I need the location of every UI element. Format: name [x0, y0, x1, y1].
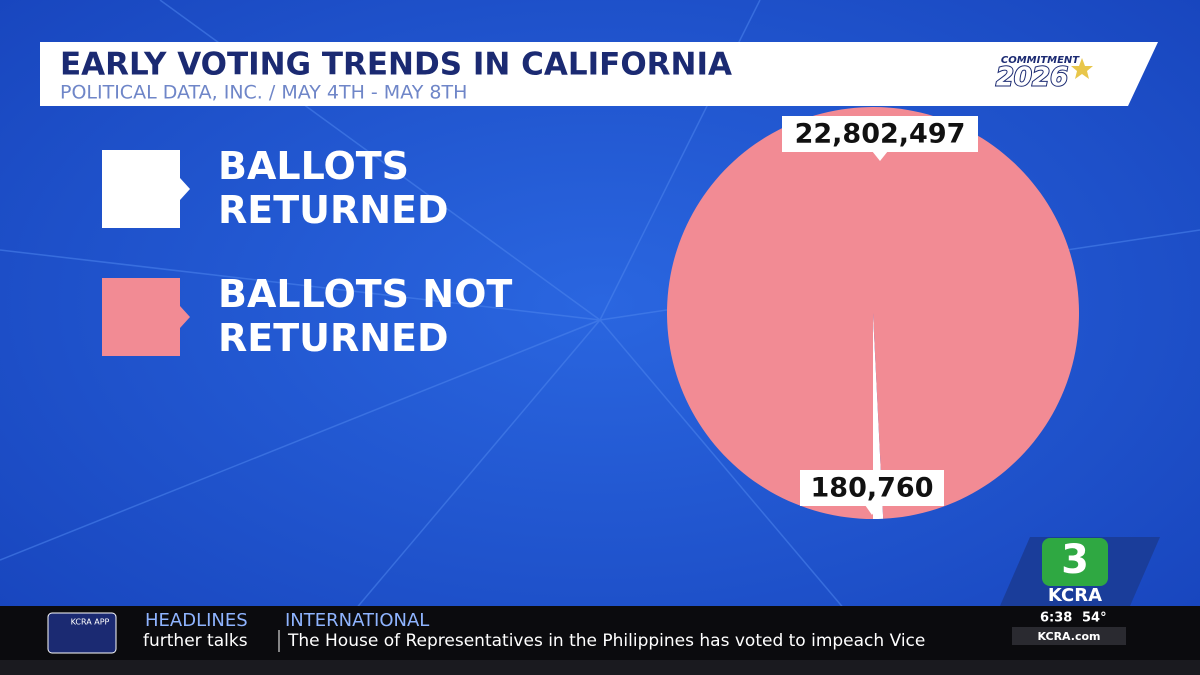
campaign-logo-year: 2026 [996, 63, 1068, 93]
app-label: KCRA APP [71, 618, 110, 627]
data-label: 180,760 [811, 473, 934, 504]
data-label: 22,802,497 [795, 119, 966, 150]
ticker-previous: further talks [143, 631, 248, 651]
legend-swatch [102, 150, 180, 228]
title-banner [40, 42, 1158, 106]
data-label-pointer [865, 505, 879, 515]
time: 6:38 [1040, 611, 1072, 626]
ticker-bottom [0, 660, 1200, 675]
campaign-logo-top: COMMITMENT [1001, 55, 1080, 66]
legend: BALLOTS RETURNED BALLOTS NOT RETURNED [102, 144, 512, 360]
website: KCRA.com [1037, 630, 1100, 643]
channel-logo [1042, 538, 1108, 586]
app-badge [47, 612, 117, 654]
legend-pointer [180, 306, 190, 328]
legend-pointer [180, 178, 190, 200]
pie-chart: 180,760 22,802,497 [667, 107, 1080, 520]
data-label-box [800, 470, 944, 506]
data-label-pointer [872, 151, 888, 161]
pie-slice [873, 313, 884, 519]
legend-swatch [102, 278, 180, 356]
channel-name: KCRA [1048, 585, 1102, 606]
data-label-box [782, 116, 978, 152]
legend-label: BALLOTS NOT RETURNED [218, 272, 512, 360]
chart-title: EARLY VOTING TRENDS IN CALIFORNIA [60, 47, 732, 83]
ticker-topic: INTERNATIONAL [285, 610, 429, 631]
legend-label: BALLOTS RETURNED [218, 144, 449, 232]
temperature: 54° [1082, 611, 1107, 626]
pie-slice [667, 107, 1080, 520]
ticker-section: HEADLINES [145, 610, 248, 631]
channel-number: 3 [1061, 537, 1089, 583]
chart-subtitle: POLITICAL DATA, INC. / MAY 4TH - MAY 8TH [60, 82, 467, 104]
ticker-headline: The House of Representatives in the Phil… [287, 631, 925, 651]
website-box [1012, 627, 1126, 645]
logo-star [1071, 58, 1093, 79]
